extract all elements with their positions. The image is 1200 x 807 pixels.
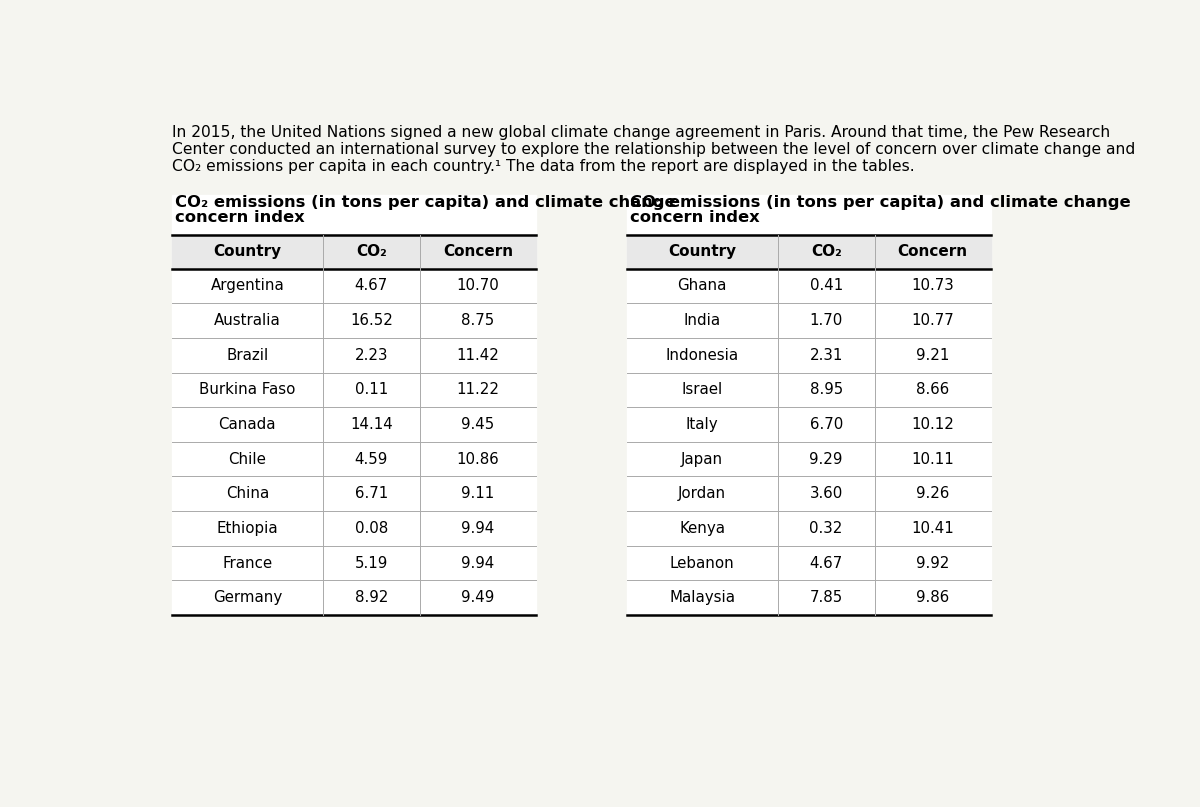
Text: CO₂ emissions per capita in each country.¹ The data from the report are displaye: CO₂ emissions per capita in each country… [172, 159, 914, 174]
Text: 0.11: 0.11 [355, 383, 388, 397]
Text: Argentina: Argentina [210, 278, 284, 294]
Text: Concern: Concern [443, 244, 512, 259]
Text: CO₂: CO₂ [356, 244, 386, 259]
Text: Ethiopia: Ethiopia [216, 521, 278, 536]
Text: 11.42: 11.42 [456, 348, 499, 362]
Text: 8.66: 8.66 [916, 383, 949, 397]
Text: 2.23: 2.23 [354, 348, 388, 362]
Text: 3.60: 3.60 [810, 487, 842, 501]
Text: 4.59: 4.59 [355, 452, 388, 466]
Text: 9.49: 9.49 [461, 590, 494, 605]
Text: Indonesia: Indonesia [666, 348, 739, 362]
Bar [172, 235, 536, 269]
Text: 10.11: 10.11 [911, 452, 954, 466]
Text: 8.75: 8.75 [461, 313, 494, 328]
Text: 8.95: 8.95 [810, 383, 842, 397]
Text: 8.92: 8.92 [354, 590, 388, 605]
Text: 10.77: 10.77 [911, 313, 954, 328]
Text: Australia: Australia [214, 313, 281, 328]
Text: Italy: Italy [686, 417, 719, 432]
Text: concern index: concern index [630, 210, 760, 225]
Text: 0.41: 0.41 [810, 278, 842, 294]
Text: 5.19: 5.19 [355, 555, 388, 571]
Bar [626, 235, 991, 269]
Text: 9.94: 9.94 [461, 555, 494, 571]
Text: 9.21: 9.21 [916, 348, 949, 362]
Text: Country: Country [668, 244, 737, 259]
Text: 2.31: 2.31 [810, 348, 842, 362]
Text: Center conducted an international survey to explore the relationship between the: Center conducted an international survey… [172, 142, 1135, 157]
Text: Lebanon: Lebanon [670, 555, 734, 571]
Text: CO₂: CO₂ [811, 244, 841, 259]
Text: CO₂ emissions (in tons per capita) and climate change: CO₂ emissions (in tons per capita) and c… [175, 194, 676, 210]
Text: Japan: Japan [682, 452, 724, 466]
Text: concern index: concern index [175, 210, 305, 225]
Text: 9.86: 9.86 [916, 590, 949, 605]
Text: 4.67: 4.67 [810, 555, 842, 571]
Text: 10.73: 10.73 [911, 278, 954, 294]
Text: 4.67: 4.67 [355, 278, 388, 294]
Text: 9.94: 9.94 [461, 521, 494, 536]
Text: France: France [222, 555, 272, 571]
Text: Chile: Chile [228, 452, 266, 466]
Text: 10.86: 10.86 [456, 452, 499, 466]
Text: 16.52: 16.52 [350, 313, 392, 328]
Text: Brazil: Brazil [226, 348, 269, 362]
Text: Ghana: Ghana [678, 278, 727, 294]
Text: Country: Country [214, 244, 281, 259]
Text: Jordan: Jordan [678, 487, 726, 501]
Text: Canada: Canada [218, 417, 276, 432]
Text: 14.14: 14.14 [350, 417, 392, 432]
Text: Malaysia: Malaysia [670, 590, 736, 605]
Text: 9.92: 9.92 [916, 555, 949, 571]
Text: 9.45: 9.45 [461, 417, 494, 432]
Text: 11.22: 11.22 [456, 383, 499, 397]
Bar [172, 194, 536, 615]
Text: In 2015, the United Nations signed a new global climate change agreement in Pari: In 2015, the United Nations signed a new… [172, 125, 1110, 140]
Text: 0.08: 0.08 [355, 521, 388, 536]
Text: Burkina Faso: Burkina Faso [199, 383, 295, 397]
Bar [626, 194, 991, 615]
Text: 6.70: 6.70 [810, 417, 842, 432]
Text: 0.32: 0.32 [810, 521, 842, 536]
Text: 10.12: 10.12 [911, 417, 954, 432]
Text: 9.26: 9.26 [916, 487, 949, 501]
Text: Israel: Israel [682, 383, 722, 397]
Text: Kenya: Kenya [679, 521, 725, 536]
Text: Germany: Germany [212, 590, 282, 605]
Text: India: India [684, 313, 721, 328]
Text: 6.71: 6.71 [355, 487, 388, 501]
Text: 10.41: 10.41 [911, 521, 954, 536]
Text: Concern: Concern [898, 244, 968, 259]
Text: 1.70: 1.70 [810, 313, 842, 328]
Text: China: China [226, 487, 269, 501]
Text: 9.11: 9.11 [461, 487, 494, 501]
Text: CO₂ emissions (in tons per capita) and climate change: CO₂ emissions (in tons per capita) and c… [630, 194, 1130, 210]
Text: 9.29: 9.29 [810, 452, 842, 466]
Text: 10.70: 10.70 [456, 278, 499, 294]
Text: 7.85: 7.85 [810, 590, 842, 605]
